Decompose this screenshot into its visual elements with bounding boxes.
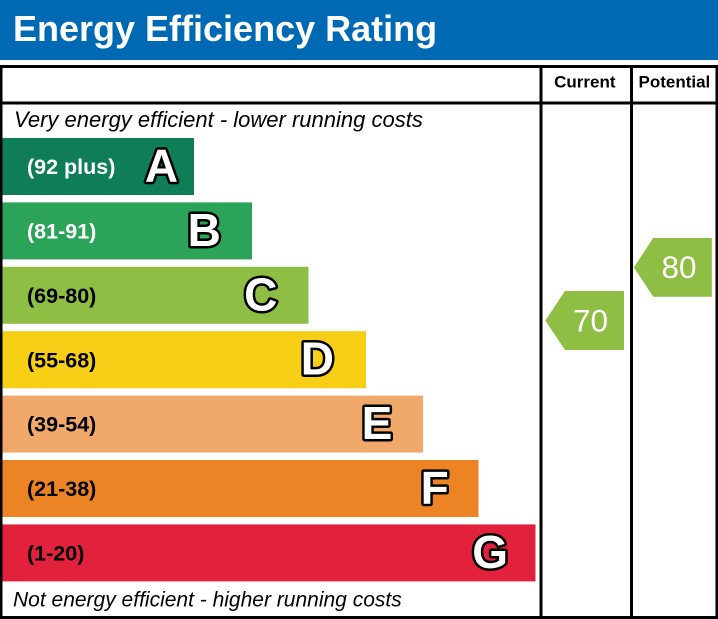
svg-text:Potential: Potential: [639, 73, 711, 92]
svg-text:G: G: [472, 526, 508, 578]
svg-text:E: E: [362, 397, 393, 449]
svg-text:D: D: [301, 333, 334, 385]
svg-text:70: 70: [573, 303, 608, 339]
svg-text:(69-80): (69-80): [27, 284, 96, 308]
svg-text:Current: Current: [554, 73, 616, 92]
svg-text:B: B: [188, 204, 221, 256]
svg-text:(92 plus): (92 plus): [27, 155, 115, 179]
svg-text:80: 80: [661, 249, 696, 285]
svg-text:Very energy efficient - lower: Very energy efficient - lower running co…: [14, 107, 423, 132]
svg-text:C: C: [244, 268, 277, 320]
svg-text:F: F: [421, 462, 449, 514]
svg-text:(55-68): (55-68): [27, 348, 96, 372]
svg-text:Not energy efficient - higher: Not energy efficient - higher running co…: [13, 589, 402, 612]
svg-text:(81-91): (81-91): [27, 220, 96, 244]
svg-text:(1-20): (1-20): [27, 542, 84, 566]
svg-text:A: A: [145, 140, 178, 192]
svg-text:Energy Efficiency Rating: Energy Efficiency Rating: [13, 8, 437, 49]
svg-text:(39-54): (39-54): [27, 413, 96, 437]
svg-text:(21-38): (21-38): [27, 477, 96, 501]
